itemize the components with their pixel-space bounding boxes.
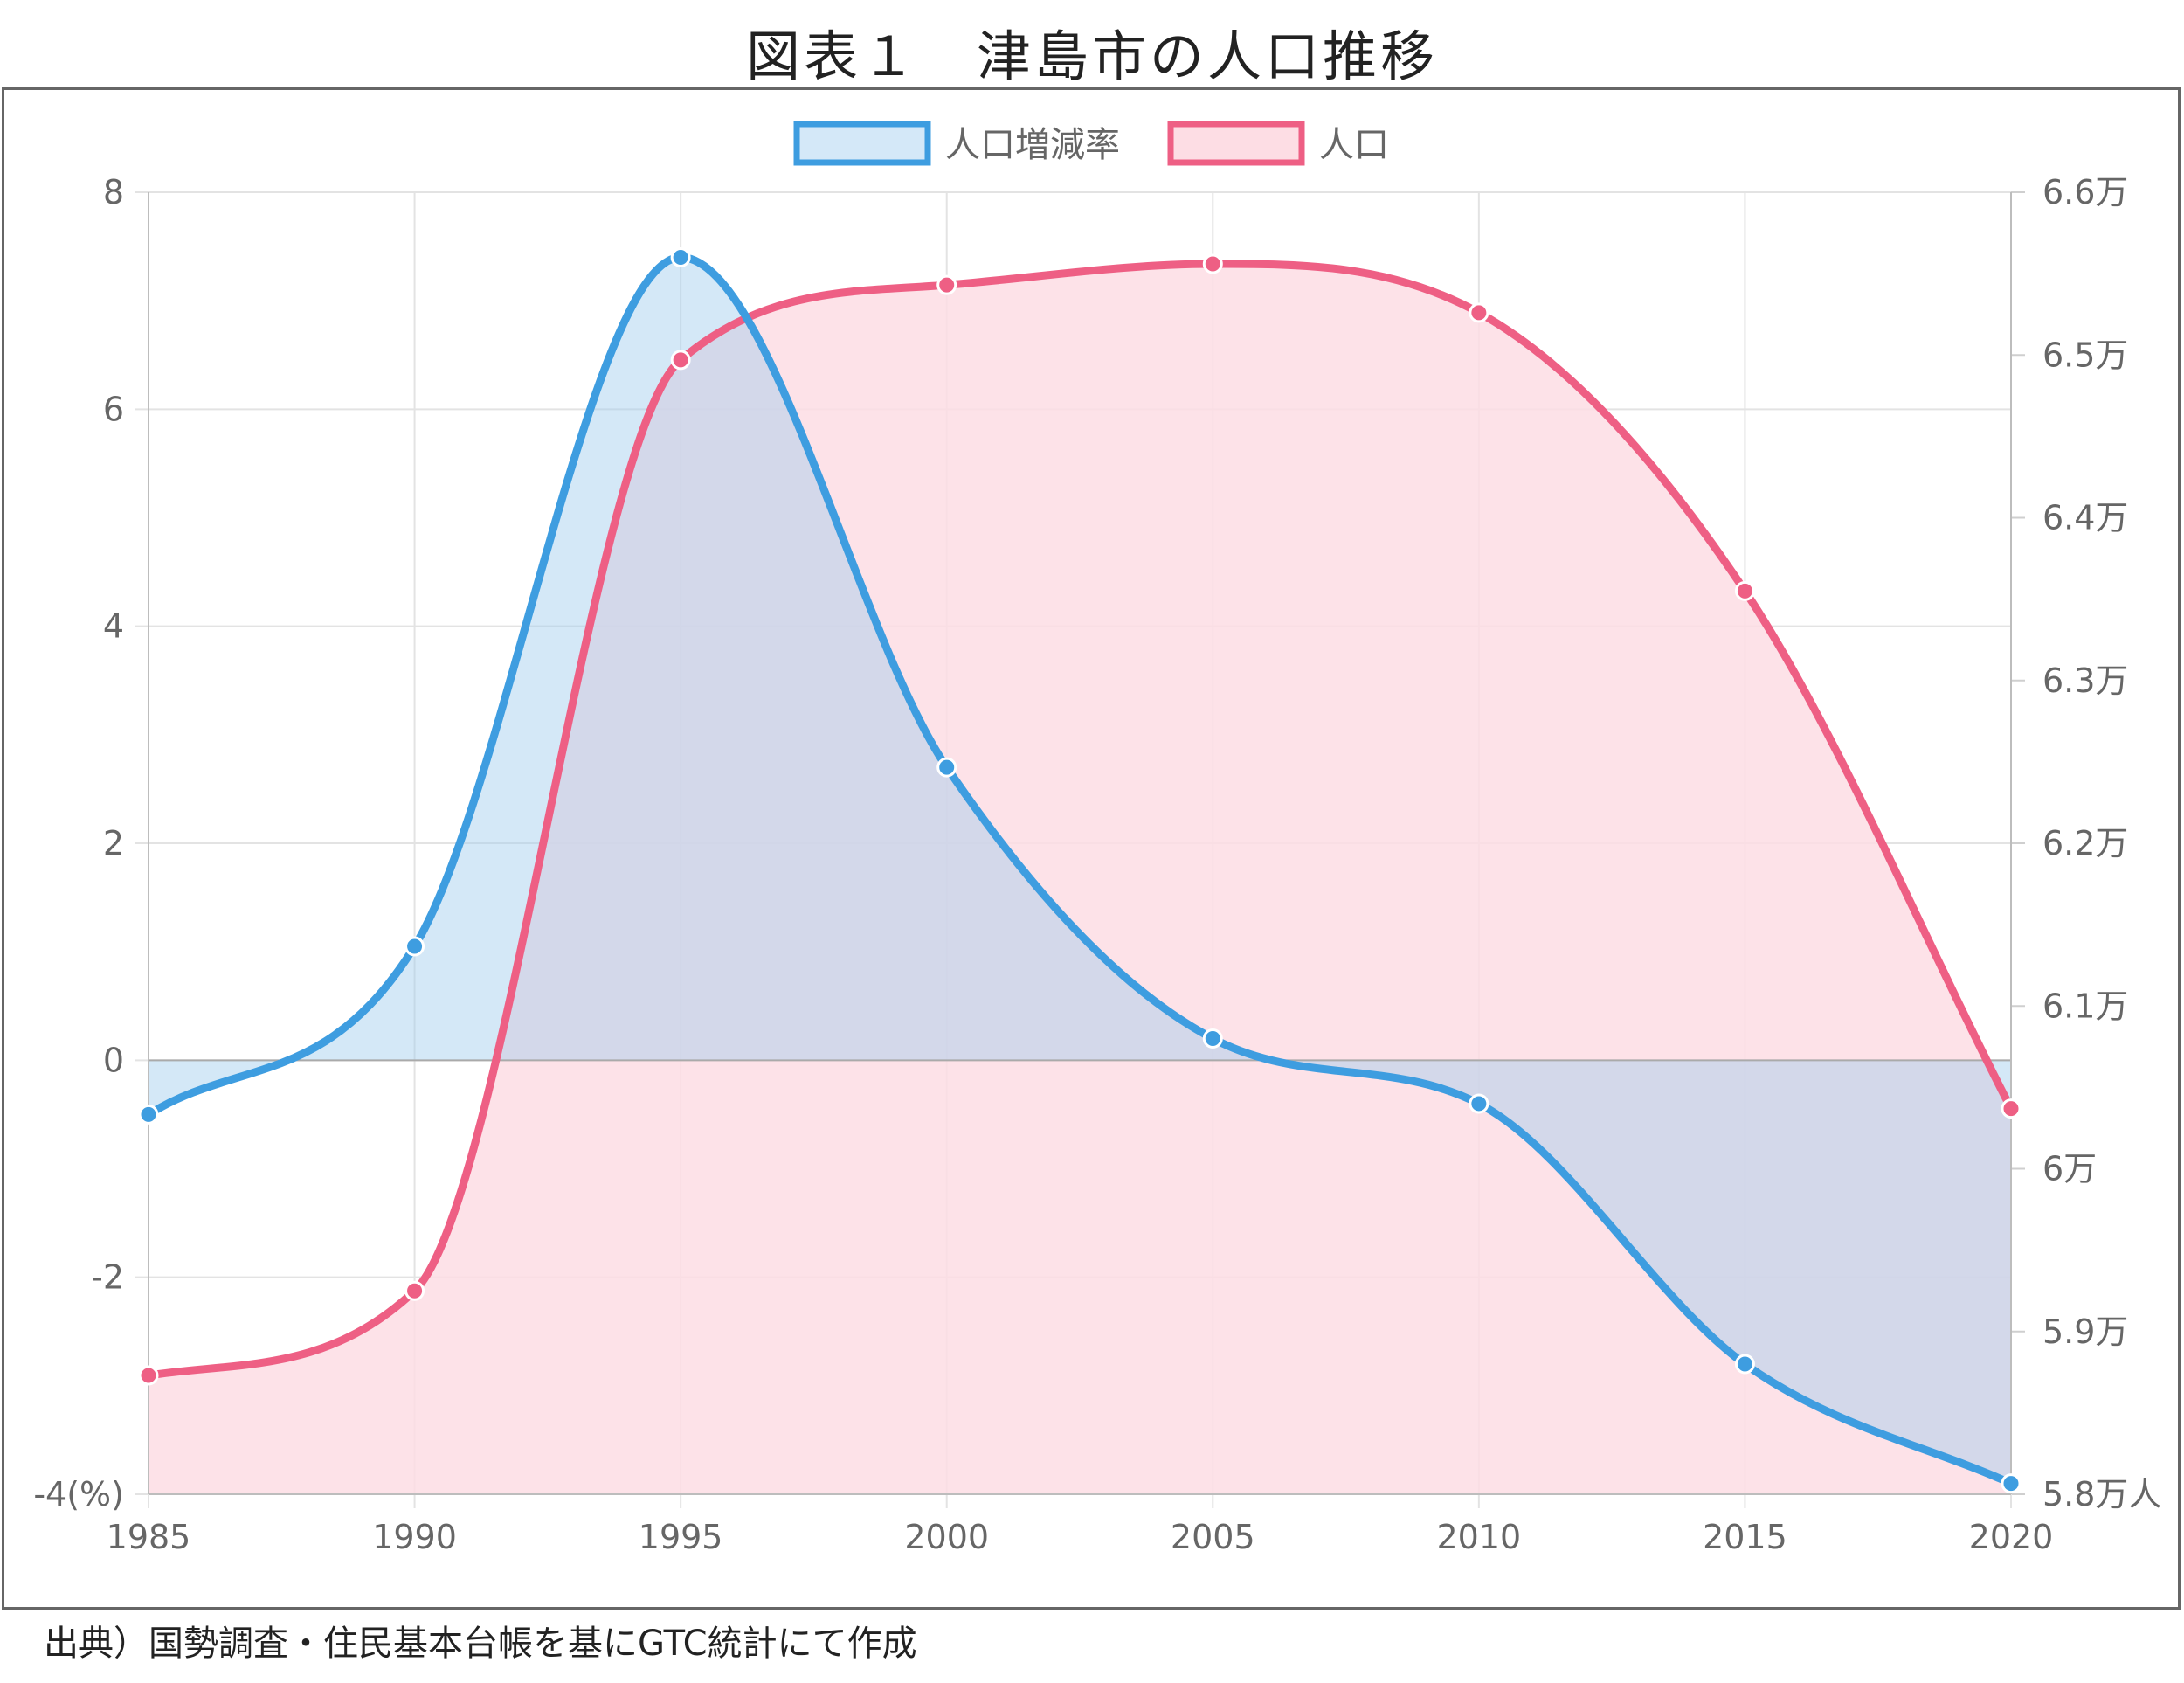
point-growth-rate-1990	[404, 936, 425, 957]
point-growth-rate-2000	[936, 757, 957, 778]
legend-label-0: 人口増減率	[945, 125, 1120, 165]
y-left-tick-label: 0	[103, 1041, 124, 1079]
point-population-2020	[2001, 1098, 2022, 1119]
y-right-tick-label: 6.2万	[2042, 824, 2128, 862]
data-points	[138, 247, 2022, 1494]
y-left-tick-label: 6	[103, 390, 124, 428]
area-population	[149, 263, 2011, 1495]
point-population-1995	[670, 350, 691, 371]
point-population-2000	[936, 274, 957, 295]
x-tick-label: 2015	[1703, 1518, 1787, 1556]
y-left-tick-label: -4(%)	[33, 1475, 124, 1513]
point-growth-rate-1985	[138, 1104, 159, 1125]
y-right-tick-label: 6.3万	[2042, 661, 2128, 700]
legend-label-1: 人口	[1319, 125, 1389, 165]
y-left-tick-label: 4	[103, 607, 124, 646]
point-growth-rate-2010	[1469, 1093, 1489, 1114]
point-population-1985	[138, 1365, 159, 1386]
series-areas	[149, 257, 2011, 1495]
x-tick-label: 1985	[107, 1518, 191, 1556]
point-population-2015	[1734, 580, 1755, 601]
line-growth-rate	[146, 253, 2013, 1487]
point-growth-rate-2015	[1734, 1354, 1755, 1375]
chart-frame	[2, 87, 2181, 1610]
chart-title: 図表１ 津島市の人口推移	[745, 24, 1438, 88]
point-growth-rate-2005	[1202, 1028, 1223, 1049]
y-right-tick-label: 5.9万	[2042, 1312, 2128, 1351]
y-right-tick-label: 6.4万	[2042, 499, 2128, 537]
y-right-tick-label: 6.5万	[2042, 336, 2128, 374]
legend-swatch-1	[1167, 121, 1305, 166]
point-growth-rate-1995	[670, 247, 691, 267]
x-tick-label: 1995	[639, 1518, 723, 1556]
y-left-tick-label: 2	[103, 824, 124, 862]
y-right-tick-label: 5.8万人	[2042, 1475, 2161, 1513]
legend-swatch-0	[793, 121, 931, 166]
point-population-1990	[404, 1280, 425, 1301]
y-right-tick-label: 6.1万	[2042, 987, 2128, 1025]
axes	[148, 192, 2012, 1495]
y-right-tick-label: 6.6万	[2042, 173, 2128, 211]
area-growth-rate	[149, 257, 2011, 1484]
y-left-tick-label: -2	[91, 1258, 124, 1297]
y-right-tick-label: 6万	[2042, 1150, 2097, 1188]
x-tick-label: 2020	[1969, 1518, 2054, 1556]
point-growth-rate-2020	[2001, 1473, 2022, 1494]
x-tick-label: 2010	[1436, 1518, 1521, 1556]
x-tick-label: 2000	[904, 1518, 989, 1556]
x-tick-label: 1990	[372, 1518, 457, 1556]
point-population-2005	[1202, 253, 1223, 274]
y-left-tick-label: 8	[103, 173, 124, 211]
legend[interactable]: 人口増減率 人口	[793, 121, 1389, 166]
tick-labels: 8 6 4 2 0 -2 -4(%) 6.6万 6.5万 6.4万 6.3万 6.2万 6.1万 6万 5.…	[33, 173, 2161, 1556]
source-note: 出典）国勢調査・住民基本台帳を基にGTC統計にて作成	[44, 1624, 917, 1664]
point-population-2010	[1469, 302, 1489, 323]
x-tick-label: 2005	[1171, 1518, 1255, 1556]
